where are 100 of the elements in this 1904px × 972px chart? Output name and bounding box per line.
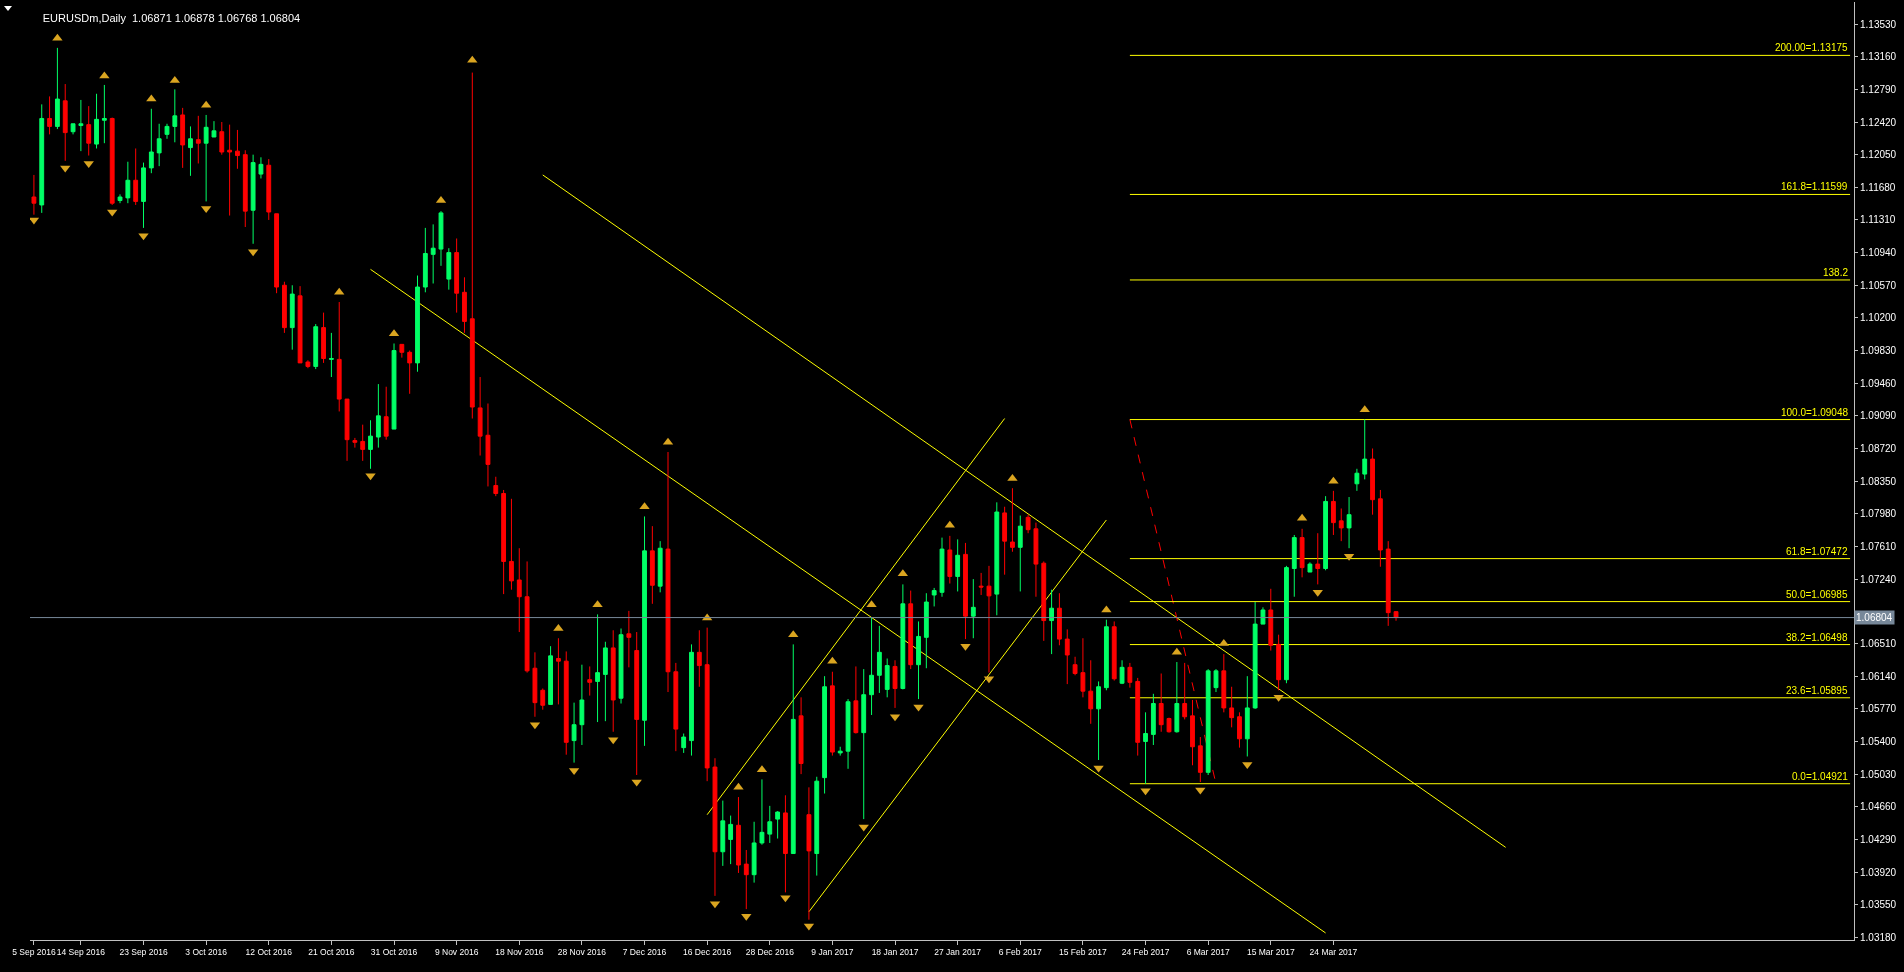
candlestick bbox=[1346, 496, 1352, 549]
candlestick bbox=[415, 275, 420, 373]
y-tick-label: 1.08720 bbox=[1860, 443, 1897, 454]
candlestick bbox=[1135, 677, 1141, 757]
candlestick bbox=[1362, 418, 1368, 480]
candlestick bbox=[1174, 661, 1180, 734]
candlestick bbox=[986, 565, 992, 674]
y-tick-label: 1.11310 bbox=[1860, 214, 1896, 226]
candlestick bbox=[368, 419, 373, 470]
candlestick bbox=[164, 123, 170, 140]
candlestick bbox=[1049, 589, 1055, 655]
candlestick bbox=[101, 84, 107, 144]
candlestick bbox=[133, 147, 139, 206]
y-tick-label: 1.03920 bbox=[1860, 866, 1897, 878]
candlestick bbox=[422, 227, 428, 293]
point bbox=[107, 209, 118, 217]
candlestick bbox=[634, 631, 640, 776]
candlestick bbox=[1072, 656, 1078, 676]
candlestick bbox=[219, 121, 225, 156]
candlestick bbox=[211, 120, 217, 138]
candlestick bbox=[1268, 588, 1274, 652]
candlestick bbox=[493, 476, 499, 497]
candlestick bbox=[1111, 620, 1117, 682]
candlestick bbox=[477, 376, 483, 457]
point bbox=[146, 94, 157, 102]
candlestick bbox=[548, 645, 553, 705]
y-tick-label: 1.12050 bbox=[1860, 149, 1897, 161]
candlestick bbox=[516, 547, 522, 633]
point bbox=[741, 913, 752, 921]
series-label: 0.0=1.04921 bbox=[1792, 771, 1849, 782]
candlestick bbox=[1010, 487, 1015, 553]
candlestick bbox=[86, 105, 92, 157]
candlestick bbox=[1221, 653, 1227, 713]
candlestick bbox=[321, 312, 326, 364]
series-label: 138.2 bbox=[1823, 267, 1849, 278]
y-tick-label: 1.05030 bbox=[1860, 768, 1897, 780]
series-label: 23.6=1.05895 bbox=[1786, 685, 1848, 696]
candlestick bbox=[712, 757, 718, 897]
candlestick bbox=[360, 424, 366, 462]
point bbox=[631, 779, 642, 787]
candlestick bbox=[344, 398, 350, 462]
candlestick bbox=[195, 115, 201, 164]
candlestick bbox=[595, 613, 600, 723]
point bbox=[858, 824, 869, 832]
candlestick bbox=[39, 103, 45, 214]
candlestick bbox=[1229, 686, 1235, 728]
y-tick-label: 1.04660 bbox=[1860, 801, 1897, 813]
candlestick bbox=[1057, 592, 1062, 646]
candlestick bbox=[563, 650, 569, 756]
candlestick bbox=[297, 285, 303, 364]
y-tick-label: 1.13530 bbox=[1860, 18, 1897, 30]
candlestick bbox=[375, 383, 381, 449]
candlestick bbox=[282, 281, 287, 334]
series-label: 50.0=1.06985 bbox=[1786, 589, 1848, 600]
candlestick bbox=[203, 114, 209, 202]
x-tick-label: 24 Mar 2017 bbox=[1309, 947, 1358, 958]
candlestick bbox=[681, 733, 687, 754]
x-tick-label: 27 Jan 2017 bbox=[934, 947, 982, 958]
candlestick bbox=[1237, 711, 1242, 749]
candlestick bbox=[1182, 662, 1188, 720]
candlestick bbox=[399, 343, 405, 359]
candlestick bbox=[955, 538, 961, 592]
candlestick bbox=[509, 498, 514, 591]
candlestick bbox=[1307, 561, 1313, 573]
x-tick-label: 28 Nov 2016 bbox=[557, 947, 607, 958]
y-tick-label: 1.08350 bbox=[1860, 475, 1897, 487]
candlestick bbox=[970, 578, 976, 639]
candlestick bbox=[814, 776, 820, 877]
x-tick-label: 23 Sep 2016 bbox=[119, 947, 168, 958]
candlestick bbox=[963, 542, 968, 640]
candlestick bbox=[806, 786, 812, 921]
candlestick bbox=[430, 223, 436, 284]
candlestick bbox=[908, 590, 914, 670]
candlestick bbox=[188, 125, 193, 177]
candlestick bbox=[743, 849, 749, 910]
text: EURUSDm,Daily 1.06871 1.06878 1.06768 1.06804 bbox=[42, 12, 301, 25]
point bbox=[733, 782, 744, 790]
candlestick bbox=[70, 123, 76, 135]
candlestick bbox=[555, 637, 561, 705]
y-tick-label: 1.11680 bbox=[1860, 181, 1896, 193]
candlestick bbox=[649, 525, 655, 605]
candlestick bbox=[352, 437, 358, 449]
candlestick bbox=[313, 323, 319, 370]
candlestick bbox=[1190, 699, 1195, 766]
candlestick bbox=[266, 158, 272, 221]
ref-line-label: 1.06804 bbox=[1856, 612, 1893, 623]
candlestick bbox=[305, 359, 311, 369]
x-tick-label: 15 Mar 2017 bbox=[1246, 947, 1295, 958]
x-tick-label: 5 Sep 2016 bbox=[12, 947, 56, 958]
candlestick bbox=[532, 651, 538, 718]
x-tick-label: 18 Jan 2017 bbox=[871, 947, 919, 958]
y-tick-label: 1.09830 bbox=[1860, 345, 1897, 357]
y-tick-label: 1.09090 bbox=[1860, 410, 1897, 422]
candlestick bbox=[775, 810, 781, 840]
candlestick bbox=[884, 658, 890, 698]
x-tick-label: 6 Feb 2017 bbox=[998, 947, 1043, 958]
y-tick-label: 1.13160 bbox=[1860, 51, 1897, 63]
candlestick bbox=[1291, 534, 1297, 598]
x-tick-label: 12 Oct 2016 bbox=[245, 947, 293, 958]
candlestick bbox=[1244, 675, 1250, 757]
